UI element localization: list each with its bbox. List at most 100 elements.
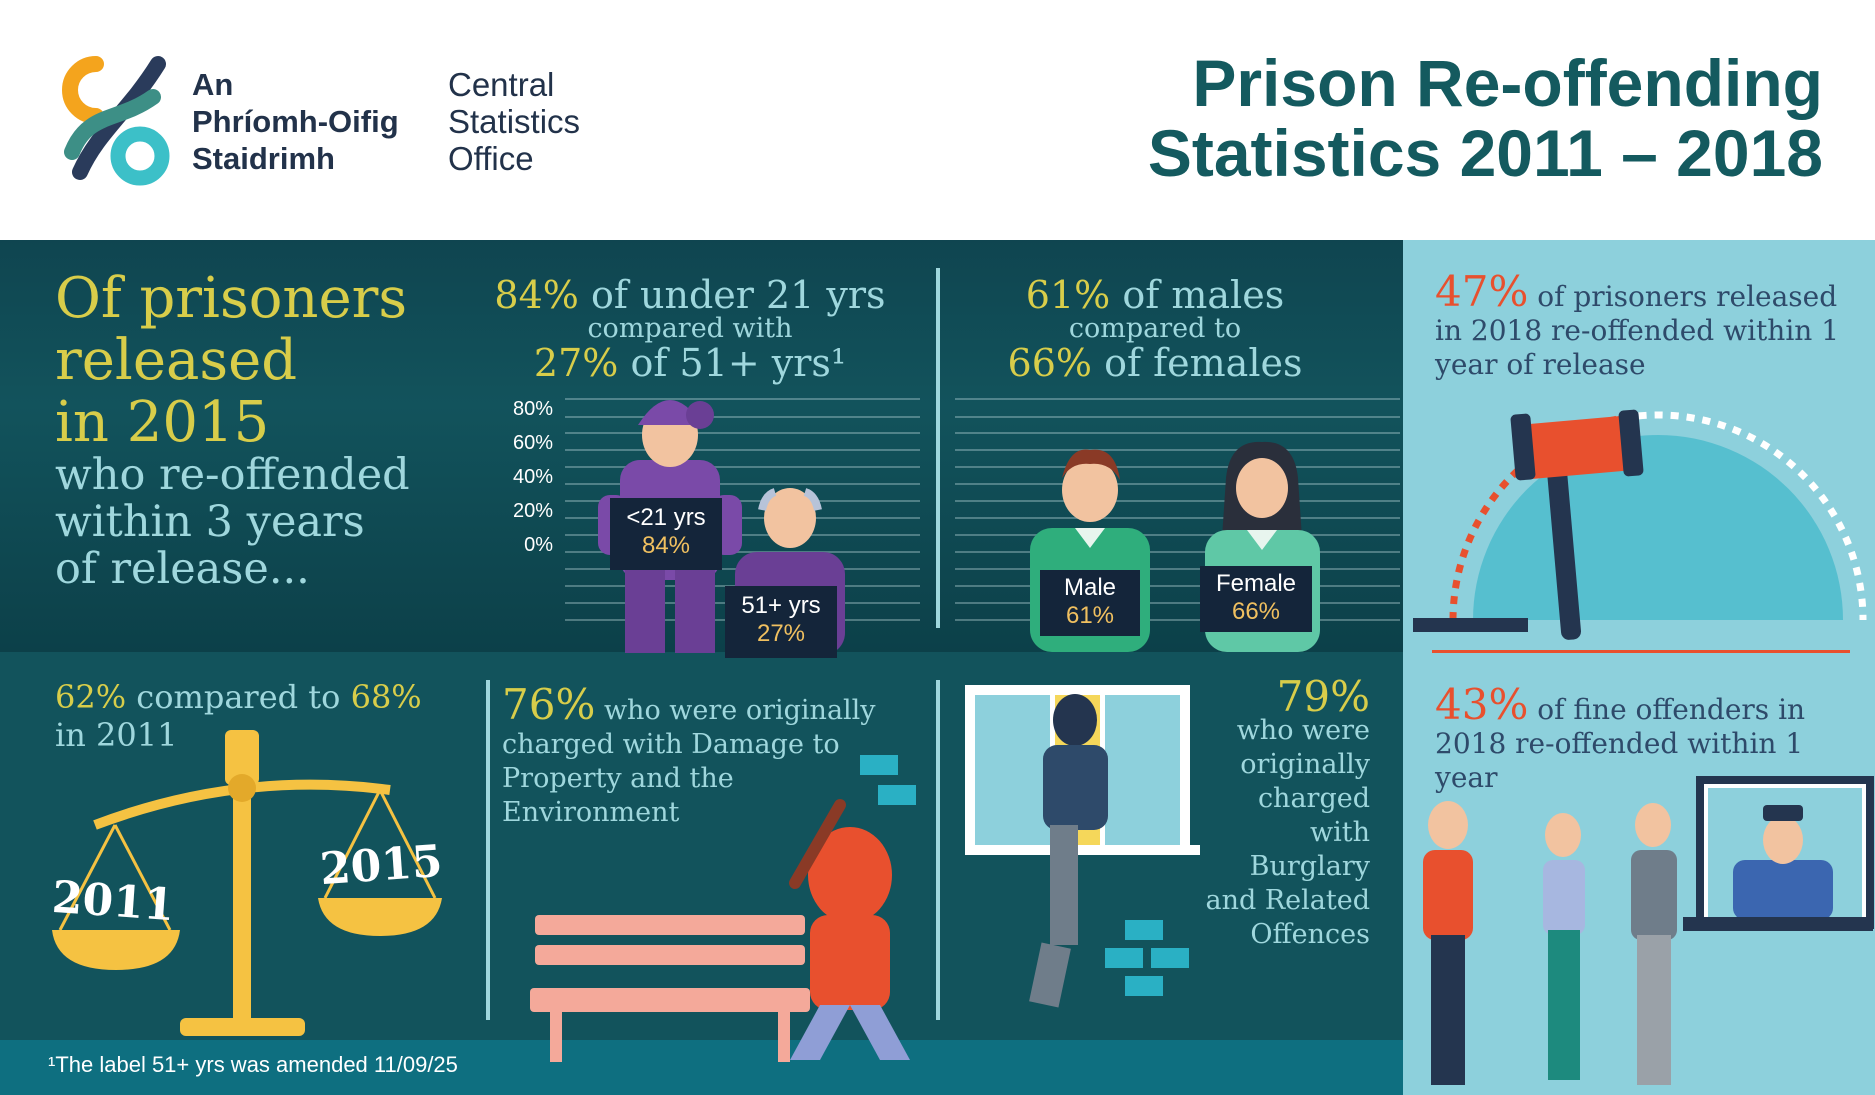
gridline bbox=[955, 602, 1400, 604]
placard-label: Female bbox=[1215, 570, 1297, 597]
age-pct-under21: 84% bbox=[494, 273, 579, 317]
release-2018-pct: 47% bbox=[1435, 267, 1529, 316]
headline-line: released bbox=[55, 328, 298, 393]
gridline bbox=[955, 585, 1400, 587]
logo-text-irish: An Phríomh-Oifig Staidrimh bbox=[192, 66, 399, 177]
sex-compare: compared to bbox=[1068, 313, 1242, 344]
placard-51plus: 51+ yrs 27% bbox=[725, 586, 837, 658]
pan-label-right: 2015 bbox=[318, 835, 445, 896]
gridline bbox=[955, 517, 1400, 519]
gridline bbox=[955, 466, 1400, 468]
age-text-under21: of under 21 yrs bbox=[578, 273, 886, 317]
gridline bbox=[565, 432, 920, 434]
damage-text: who were originally charged with Damage … bbox=[502, 695, 876, 828]
release-2018-text: of prisoners released in 2018 re-offende… bbox=[1435, 280, 1840, 381]
logo-text-english: Central Statistics Office bbox=[448, 66, 580, 177]
height-tick-label: 0% bbox=[524, 534, 553, 556]
sub-line: who re-offended bbox=[55, 450, 410, 500]
sub-line: within 3 years bbox=[55, 497, 365, 547]
fine-offenders-stat: 43% of fine offenders in 2018 re-offende… bbox=[1435, 684, 1845, 795]
logo-ga-line: Phríomh-Oifig bbox=[192, 104, 399, 139]
gridline bbox=[955, 551, 1400, 553]
placard-value: 66% bbox=[1231, 598, 1281, 625]
age-pct-51plus: 27% bbox=[533, 341, 619, 385]
gridline bbox=[955, 534, 1400, 536]
floor-strip bbox=[0, 1040, 1403, 1095]
vandal-bench-illustration-icon bbox=[530, 755, 916, 1062]
burglary-pct: 79% bbox=[1276, 672, 1370, 721]
headline-line: Of prisoners bbox=[55, 266, 408, 331]
sex-text-males: of males bbox=[1110, 273, 1285, 317]
logo-en-line: Office bbox=[448, 140, 534, 177]
sex-stat: 61% of males compared to 66% of females bbox=[955, 273, 1355, 385]
gridline bbox=[955, 500, 1400, 502]
gridline bbox=[565, 416, 920, 418]
scale-pct-2015: 62% bbox=[55, 678, 127, 716]
placard-label: <21 yrs bbox=[626, 504, 706, 531]
placard-label: Male bbox=[1063, 574, 1117, 601]
intro-subtext: who re-offended within 3 years of releas… bbox=[55, 452, 435, 593]
age-text-51plus: of 51+ yrs¹ bbox=[618, 341, 847, 385]
balance-scale-icon bbox=[52, 730, 442, 1036]
page-title: Prison Re-offending Statistics 2011 – 20… bbox=[1148, 48, 1823, 188]
burglary-line: who were bbox=[1236, 715, 1370, 746]
gridline bbox=[955, 619, 1400, 621]
burglary-line: Burglary bbox=[1249, 851, 1370, 882]
burglary-line: with bbox=[1310, 817, 1370, 848]
release-2018-stat: 47% of prisoners released in 2018 re-off… bbox=[1435, 271, 1845, 382]
gridline bbox=[565, 534, 920, 536]
divider bbox=[486, 680, 490, 1020]
logo-en-line: Central bbox=[448, 66, 555, 103]
sex-text-females: of females bbox=[1091, 341, 1303, 385]
scale-tail: in 2011 bbox=[55, 716, 178, 754]
burglary-stat: 79% who were originally charged with Bur… bbox=[1180, 672, 1370, 952]
placard-value: 27% bbox=[756, 620, 806, 647]
intro-headline: Of prisoners released in 2015 bbox=[55, 268, 435, 454]
burglary-line: and Related bbox=[1205, 885, 1370, 916]
fines-pct: 43% bbox=[1435, 680, 1529, 729]
gauge-gavel-icon bbox=[1413, 409, 1867, 640]
cso-logo-icon bbox=[62, 56, 170, 186]
gridline bbox=[565, 483, 920, 485]
logo-ga-line: Staidrimh bbox=[192, 141, 335, 176]
title-line: Prison Re-offending bbox=[1192, 46, 1823, 120]
placard-female: Female 66% bbox=[1200, 566, 1312, 632]
gauge-remainder bbox=[1638, 411, 1867, 621]
headline-line: in 2015 bbox=[55, 390, 270, 455]
height-tick-label: 60% bbox=[512, 432, 553, 454]
damage-pct: 76% bbox=[502, 680, 596, 729]
orange-rule bbox=[1432, 650, 1850, 653]
gridline bbox=[565, 551, 920, 553]
header bbox=[0, 0, 1875, 240]
burglary-line: Offences bbox=[1250, 919, 1370, 950]
gridline bbox=[955, 483, 1400, 485]
age-compare: compared with bbox=[587, 313, 793, 344]
divider bbox=[936, 268, 940, 628]
burglar-window-illustration-icon bbox=[965, 685, 1200, 1008]
scale-mid: compared to bbox=[126, 678, 351, 716]
gridline bbox=[565, 500, 920, 502]
placard-value: 84% bbox=[641, 532, 691, 559]
age-stat: 84% of under 21 yrs compared with 27% of… bbox=[470, 273, 910, 385]
gridline bbox=[565, 449, 920, 451]
sub-line: of release... bbox=[55, 544, 310, 594]
fines-text: of fine offenders in 2018 re-offended wi… bbox=[1435, 693, 1806, 794]
gridline bbox=[955, 432, 1400, 434]
footnote: ¹The label 51+ yrs was amended 11/09/25 bbox=[48, 1052, 458, 1077]
logo-en-line: Statistics bbox=[448, 103, 581, 140]
height-tick-label: 80% bbox=[512, 398, 553, 420]
gridline bbox=[955, 416, 1400, 418]
burglary-line: charged bbox=[1257, 783, 1370, 814]
gridline bbox=[565, 466, 920, 468]
placard-value: 61% bbox=[1065, 602, 1115, 629]
queue-illustration-icon bbox=[1423, 776, 1874, 1085]
placard-under21: <21 yrs 84% bbox=[610, 498, 722, 570]
sex-pct-males: 61% bbox=[1025, 273, 1111, 317]
gridline bbox=[955, 568, 1400, 570]
logo-ga-line: An bbox=[192, 67, 234, 102]
height-tick-label: 20% bbox=[512, 500, 553, 522]
title-line: Statistics 2011 – 2018 bbox=[1147, 116, 1823, 190]
sex-pct-females: 66% bbox=[1007, 341, 1092, 385]
damage-stat: 76% who were originally charged with Dam… bbox=[502, 684, 892, 830]
placard-male: Male 61% bbox=[1040, 570, 1140, 636]
